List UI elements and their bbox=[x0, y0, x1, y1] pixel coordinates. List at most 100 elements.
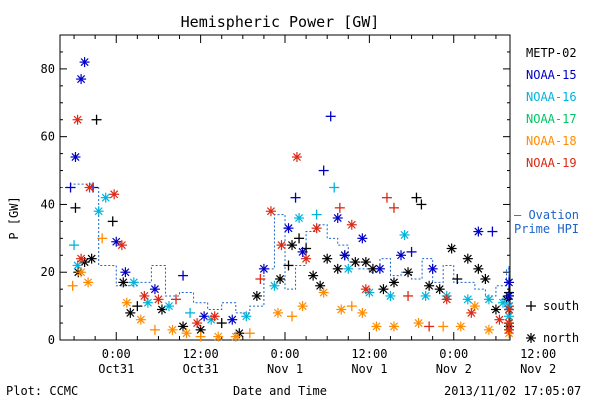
data-point-metp-02 bbox=[490, 304, 501, 315]
data-point-noaa-19 bbox=[192, 318, 203, 329]
star-d2 bbox=[84, 278, 93, 287]
star-d2 bbox=[309, 271, 318, 280]
star-d2 bbox=[143, 298, 152, 307]
data-point-noaa-19 bbox=[388, 202, 399, 213]
data-point-noaa-18 bbox=[135, 314, 146, 325]
data-point-noaa-15 bbox=[318, 165, 329, 176]
star-d2 bbox=[323, 254, 332, 263]
star-d2 bbox=[344, 264, 353, 273]
data-point-noaa-18 bbox=[388, 321, 399, 332]
star-d2 bbox=[474, 264, 483, 273]
data-point-noaa-15 bbox=[70, 152, 81, 162]
data-point-noaa-19 bbox=[441, 294, 452, 305]
legend-entry-noaa-18: NOAA-18 bbox=[526, 134, 577, 148]
data-point-metp-02 bbox=[360, 257, 371, 268]
star-d2 bbox=[504, 325, 514, 334]
star-d2 bbox=[368, 264, 377, 273]
data-point-noaa-15 bbox=[120, 267, 131, 278]
data-point-noaa-16 bbox=[399, 229, 410, 240]
star-d2 bbox=[361, 285, 370, 294]
data-point-noaa-16 bbox=[185, 307, 196, 318]
star-d2 bbox=[196, 325, 205, 334]
star-d2 bbox=[470, 302, 479, 311]
data-point-noaa-19 bbox=[403, 290, 414, 301]
star-d2 bbox=[463, 295, 472, 304]
data-point-noaa-19 bbox=[276, 240, 287, 251]
legend-entry-ovation: – Ovation bbox=[514, 208, 579, 222]
data-point-metp-02 bbox=[452, 274, 463, 284]
data-point-noaa-18 bbox=[346, 301, 357, 312]
data-point-noaa-15 bbox=[283, 223, 294, 234]
star-d2 bbox=[504, 291, 514, 300]
star-d2 bbox=[112, 237, 121, 246]
data-point-noaa-19 bbox=[255, 274, 266, 284]
data-point-noaa-15 bbox=[427, 263, 438, 274]
star-d2 bbox=[298, 302, 307, 311]
star-d2 bbox=[340, 251, 349, 260]
data-point-metp-02 bbox=[473, 263, 484, 274]
data-point-noaa-18 bbox=[287, 311, 298, 322]
x-tick-label-date: Oct31 bbox=[98, 362, 134, 376]
data-point-metp-02 bbox=[446, 243, 457, 254]
legend-marker-north bbox=[526, 333, 536, 343]
star-d2 bbox=[498, 298, 507, 307]
data-point-noaa-18 bbox=[149, 324, 160, 335]
data-point-noaa-19 bbox=[504, 324, 514, 335]
data-point-noaa-19 bbox=[171, 294, 182, 305]
data-point-noaa-18 bbox=[371, 321, 382, 332]
data-point-metp-02 bbox=[294, 233, 305, 244]
star-d2 bbox=[463, 254, 472, 263]
x-tick-label-time: 12:00 bbox=[183, 347, 219, 361]
data-point-metp-02 bbox=[332, 263, 343, 274]
star-d2 bbox=[210, 312, 219, 321]
star-d2 bbox=[484, 295, 493, 304]
data-point-noaa-15 bbox=[227, 314, 238, 325]
data-point-noaa-19 bbox=[209, 311, 220, 322]
data-point-noaa-16 bbox=[69, 240, 80, 251]
plot-credit: Plot: CCMC bbox=[6, 384, 78, 398]
plot-timestamp: 2013/11/02 17:05:07 bbox=[444, 384, 581, 398]
star-d2 bbox=[150, 285, 159, 294]
star-d2 bbox=[467, 308, 476, 317]
star-d2 bbox=[77, 75, 86, 84]
x-tick-label-date: Nov 2 bbox=[520, 362, 556, 376]
data-point-noaa-15 bbox=[473, 226, 484, 237]
data-point-metp-02 bbox=[283, 260, 294, 271]
star-d2 bbox=[94, 207, 103, 216]
star-d2 bbox=[302, 254, 311, 263]
star-d2 bbox=[214, 332, 223, 341]
star-d2 bbox=[379, 285, 388, 294]
legend-north-label: north bbox=[543, 331, 579, 345]
data-point-noaa-18 bbox=[483, 324, 494, 335]
star-d2 bbox=[389, 278, 399, 287]
data-point-noaa-16 bbox=[329, 182, 340, 193]
star-d2 bbox=[200, 312, 209, 321]
star-d2 bbox=[101, 193, 110, 202]
data-point-metp-02 bbox=[411, 192, 422, 203]
data-point-noaa-16 bbox=[483, 294, 494, 305]
legend-entry-metp-02: METP-02 bbox=[526, 46, 577, 60]
data-point-noaa-15 bbox=[258, 263, 269, 274]
star-d2 bbox=[270, 281, 279, 290]
data-point-noaa-19 bbox=[291, 152, 302, 162]
data-point-noaa-18 bbox=[121, 297, 132, 308]
data-point-noaa-15 bbox=[504, 290, 514, 301]
star-d2 bbox=[73, 261, 82, 270]
data-point-noaa-15 bbox=[357, 233, 368, 244]
star-d2 bbox=[231, 332, 240, 341]
star-d2 bbox=[375, 264, 384, 273]
star-d2 bbox=[117, 241, 126, 250]
star-d2 bbox=[347, 220, 356, 229]
star-d2 bbox=[252, 291, 261, 300]
star-d2 bbox=[504, 278, 514, 287]
legend: METP-02 NOAA-15 NOAA-16 NOAA-17 NOAA-18 NOAA-… bbox=[514, 46, 579, 345]
data-point-noaa-15 bbox=[332, 213, 343, 223]
data-point-noaa-18 bbox=[357, 307, 368, 318]
star-d2 bbox=[136, 315, 145, 324]
star-d2 bbox=[396, 251, 406, 260]
data-point-noaa-16 bbox=[294, 213, 305, 223]
legend-entry-noaa-17: NOAA-17 bbox=[526, 112, 577, 126]
data-point-noaa-19 bbox=[139, 290, 150, 301]
star-d2 bbox=[481, 274, 490, 284]
data-point-noaa-19 bbox=[311, 223, 322, 234]
